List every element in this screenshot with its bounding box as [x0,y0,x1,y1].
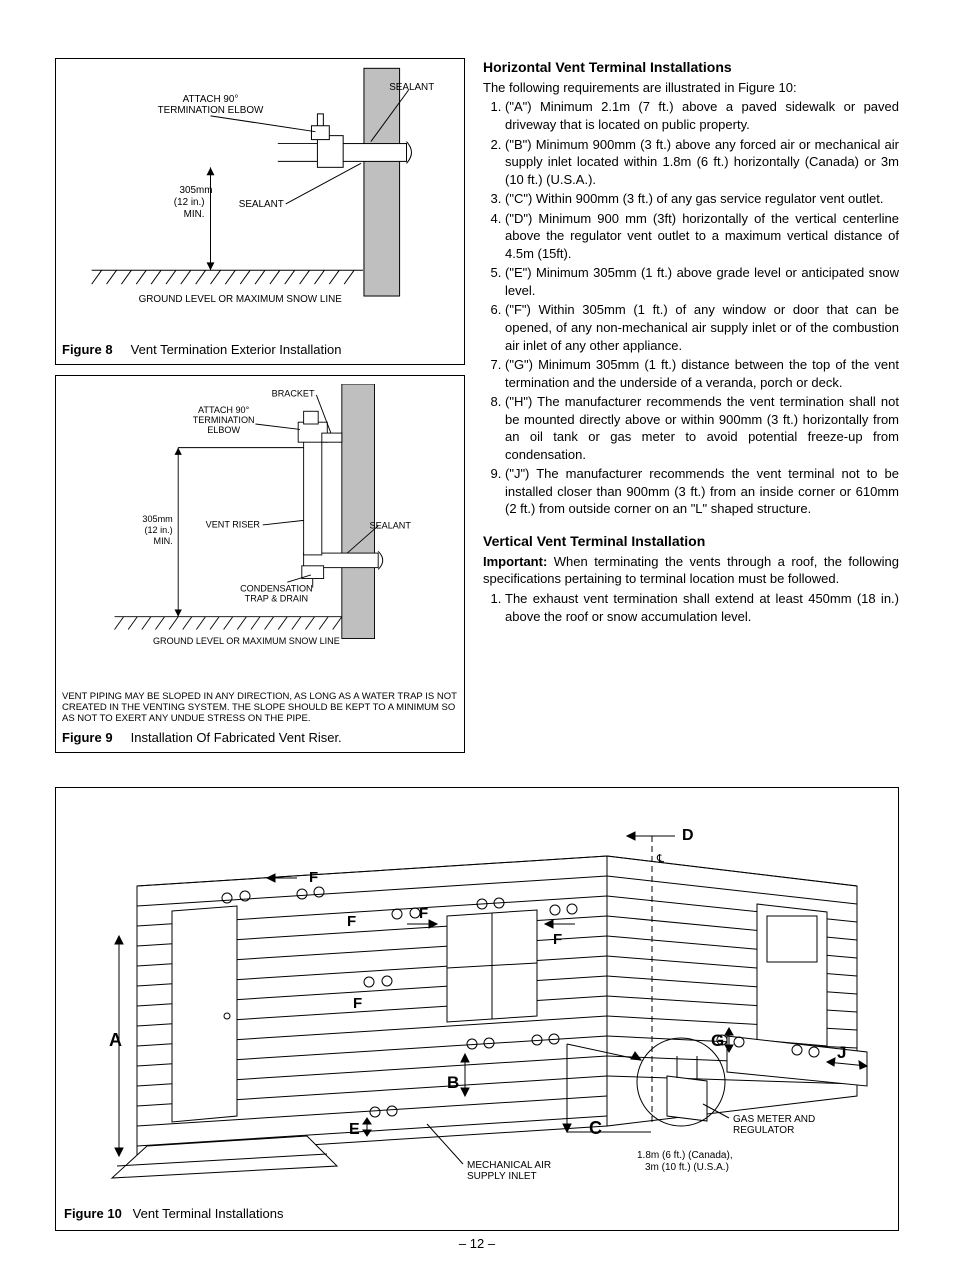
svg-text:SUPPLY INLET: SUPPLY INLET [467,1171,537,1182]
vert-important: Important: When terminating the vents th… [483,553,899,588]
svg-text:(12 in.): (12 in.) [174,197,205,208]
figure-9-desc: Installation Of Fabricated Vent Riser. [131,730,342,745]
figure-10-box: D ℄ A F F F F F [55,787,899,1231]
svg-text:B: B [447,1073,459,1092]
h-item-5: ("E") Minimum 305mm (1 ft.) above grade … [505,264,899,299]
svg-text:MECHANICAL AIR: MECHANICAL AIR [467,1160,551,1171]
fig8-ground-text: GROUND LEVEL OR MAXIMUM SNOW LINE [139,294,343,305]
svg-text:VENT RISER: VENT RISER [206,520,261,530]
svg-text:G: G [711,1031,724,1050]
figure-9-note: VENT PIPING MAY BE SLOPED IN ANY DIRECTI… [62,691,458,725]
h-item-1: ("A") Minimum 2.1m (7 ft.) above a paved… [505,98,899,133]
svg-text:A: A [109,1030,122,1050]
figure-10-desc: Vent Terminal Installations [133,1206,284,1221]
svg-text:REGULATOR: REGULATOR [733,1125,794,1136]
h-item-7: ("G") Minimum 305mm (1 ft.) distance bet… [505,356,899,391]
figure-9-label: Figure 9 [62,730,113,745]
svg-text:TRAP & DRAIN: TRAP & DRAIN [245,593,308,603]
svg-text:TERMINATION ELBOW: TERMINATION ELBOW [158,105,264,116]
h-item-4: ("D") Minimum 900 mm (3ft) horizontally … [505,210,899,263]
svg-text:SEALANT: SEALANT [370,521,412,531]
h-item-6: ("F") Within 305mm (1 ft.) of any window… [505,301,899,354]
svg-text:MIN.: MIN. [184,209,205,220]
vert-heading: Vertical Vent Terminal Installation [483,532,899,551]
v-item-1: The exhaust vent termination shall exten… [505,590,899,625]
svg-text:1.8m (6 ft.) (Canada),: 1.8m (6 ft.) (Canada), [637,1150,733,1161]
svg-text:SEALANT: SEALANT [239,199,284,210]
vert-block: Vertical Vent Terminal Installation Impo… [483,532,899,625]
svg-text:J: J [837,1043,846,1062]
svg-text:F: F [309,869,318,886]
figure-8-svg: ATTACH 90° TERMINATION ELBOW SEALANT SEA… [62,67,458,337]
horiz-list: ("A") Minimum 2.1m (7 ft.) above a paved… [483,98,899,518]
figure-10-caption: Figure 10 Vent Terminal Installations [64,1205,890,1223]
left-column: ATTACH 90° TERMINATION ELBOW SEALANT SEA… [55,58,465,763]
svg-text:MIN.: MIN. [154,536,173,546]
svg-text:3m (10 ft.) (U.S.A.): 3m (10 ft.) (U.S.A.) [645,1162,729,1173]
svg-text:℄: ℄ [656,853,664,865]
h-item-8: ("H") The manufacturer recommends the ve… [505,393,899,463]
svg-text:305mm: 305mm [180,185,213,196]
svg-text:F: F [347,913,356,930]
figure-9-svg: BRACKET ATTACH 90° TERMINATION ELBOW VEN… [62,384,458,689]
svg-text:(12 in.): (12 in.) [144,525,172,535]
svg-text:TERMINATION: TERMINATION [193,415,255,425]
svg-text:305mm: 305mm [142,514,172,524]
vert-list: The exhaust vent termination shall exten… [483,590,899,625]
right-column: Horizontal Vent Terminal Installations T… [483,58,899,627]
svg-text:ELBOW: ELBOW [207,425,240,435]
figure-8-desc: Vent Termination Exterior Installation [131,342,342,357]
h-item-9: ("J") The manufacturer recommends the ve… [505,465,899,518]
figure-10-label: Figure 10 [64,1206,122,1221]
svg-text:C: C [589,1118,602,1138]
vert-important-label: Important: [483,554,547,569]
svg-text:SEALANT: SEALANT [389,82,434,93]
figure-8-label: Figure 8 [62,342,113,357]
svg-text:F: F [553,931,562,948]
svg-text:GAS METER AND: GAS METER AND [733,1114,815,1125]
svg-text:D: D [682,827,694,844]
svg-text:ATTACH 90°: ATTACH 90° [183,94,239,105]
svg-text:F: F [353,995,362,1012]
figure-8-box: ATTACH 90° TERMINATION ELBOW SEALANT SEA… [55,58,465,365]
figure-9-box: BRACKET ATTACH 90° TERMINATION ELBOW VEN… [55,375,465,753]
page-number: – 12 – [55,1235,899,1253]
h-item-3: ("C") Within 900mm (3 ft.) of any gas se… [505,190,899,208]
horiz-intro: The following requirements are illustrat… [483,79,899,97]
figure-9-caption: Figure 9 Installation Of Fabricated Vent… [62,729,458,747]
figure-10-svg: D ℄ A F F F F F [64,796,890,1201]
svg-text:BRACKET: BRACKET [272,389,315,399]
svg-text:GROUND LEVEL OR MAXIMUM SNOW L: GROUND LEVEL OR MAXIMUM SNOW LINE [153,636,340,646]
svg-text:CONDENSATION: CONDENSATION [240,583,312,593]
svg-text:E: E [349,1121,360,1138]
figure-8-caption: Figure 8 Vent Termination Exterior Insta… [62,341,458,359]
svg-text:F: F [419,905,428,922]
svg-text:ATTACH 90°: ATTACH 90° [198,405,250,415]
horiz-heading: Horizontal Vent Terminal Installations [483,58,899,77]
h-item-2: ("B") Minimum 900mm (3 ft.) above any fo… [505,136,899,189]
two-column-layout: ATTACH 90° TERMINATION ELBOW SEALANT SEA… [55,58,899,763]
